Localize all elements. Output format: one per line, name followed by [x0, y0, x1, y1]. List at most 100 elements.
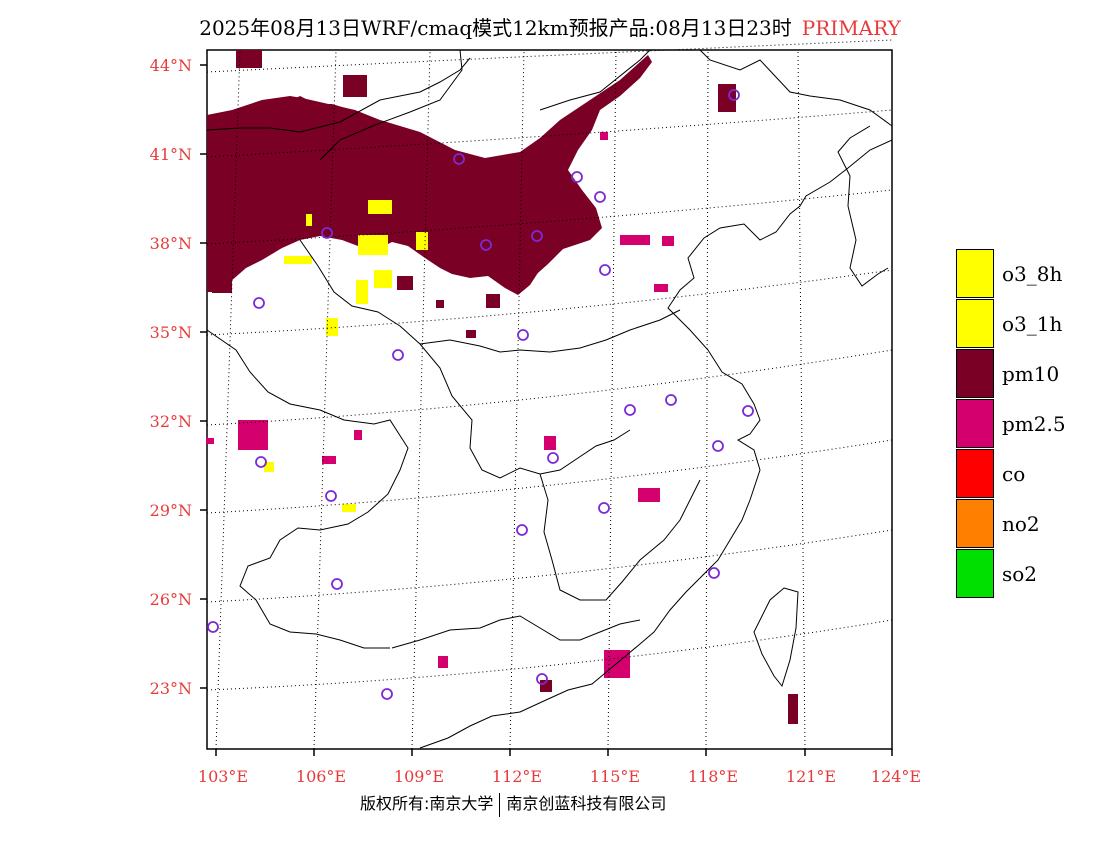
o3-patch-9 [342, 504, 356, 512]
station-marker [453, 153, 465, 165]
station-marker [728, 89, 740, 101]
pm25-patch-8 [438, 656, 448, 668]
lon-label-121: 121°E [786, 767, 836, 786]
footer-separator [499, 792, 501, 817]
station-marker [598, 502, 610, 514]
station-marker [392, 349, 404, 361]
lat-label-35: 35°N [150, 323, 192, 342]
station-marker [517, 329, 529, 341]
station-marker [571, 171, 583, 183]
pm10-blob-sx [397, 276, 413, 290]
copyright-owner: 版权所有:南京大学 [360, 794, 494, 813]
o3-patch-5 [374, 270, 392, 288]
pm25-patch-6 [238, 420, 268, 450]
o3-patch-6 [326, 318, 338, 336]
station-marker [516, 524, 528, 536]
station-marker [665, 394, 677, 406]
o3-patch-3 [416, 232, 428, 250]
lon-label-109: 109°E [394, 767, 444, 786]
graticule [206, 39, 893, 750]
province-lines-1 [299, 239, 631, 479]
province-lines-5 [391, 615, 641, 649]
lon-label-115: 115°E [590, 767, 640, 786]
legend-label: co [1002, 462, 1026, 486]
legend-swatch [956, 399, 994, 448]
o3-patch-1 [368, 200, 392, 214]
legend-label: pm10 [1002, 362, 1060, 386]
lat-label-29: 29°N [150, 501, 192, 520]
gridline-lon-112 [509, 49, 525, 750]
legend-label: pm2.5 [1002, 412, 1066, 436]
station-marker [321, 227, 333, 239]
pm25-patch-12 [354, 430, 362, 440]
pm25-patch-10 [206, 438, 214, 444]
pm10-blob-inner [486, 294, 500, 308]
o3-patch-4 [356, 280, 368, 304]
title-text: 2025年08月13日WRF/cmaq模式12km预报产品:08月13日23时 [199, 16, 792, 40]
pm10-blob-taiwan-s [788, 694, 798, 724]
province-lines-4 [419, 309, 681, 353]
station-marker [624, 404, 636, 416]
legend-swatch [956, 549, 994, 598]
station-marker [531, 230, 543, 242]
longitude-labels: 103°E 106°E 109°E 112°E 115°E 118°E 121°… [198, 767, 921, 786]
o3-patch-7 [306, 214, 312, 226]
taiwan-outline [753, 587, 799, 688]
province-lines-3 [539, 473, 701, 601]
legend-swatch [956, 349, 994, 398]
station-marker [480, 239, 492, 251]
lat-label-41: 41°N [150, 145, 192, 164]
legend-label: so2 [1002, 562, 1038, 586]
pm25-patch-1 [620, 235, 650, 245]
lat-label-32: 32°N [150, 412, 192, 431]
gridline-lon-121 [797, 49, 806, 750]
station-marker [708, 567, 720, 579]
latitude-labels: 44°N 41°N 38°N 35°N 32°N 29°N 26°N 23°N [150, 56, 192, 698]
boundary-lines [206, 49, 893, 749]
station-marker [253, 297, 265, 309]
station-marker [712, 440, 724, 452]
pm10-blob-hn [436, 300, 444, 308]
lon-label-124: 124°E [871, 767, 921, 786]
national-border-north [206, 49, 893, 161]
gridline-lon-115 [607, 49, 617, 750]
gridline-lon-106 [313, 49, 337, 750]
lat-label-26: 26°N [150, 590, 192, 609]
pm10-region-hebei [430, 150, 590, 280]
gridline-lat-44 [206, 39, 893, 73]
pm10-blob-gs [212, 275, 232, 293]
pm25-patch-5 [604, 650, 630, 678]
lon-label-112: 112°E [492, 767, 542, 786]
pm10-blob-gd [540, 680, 552, 692]
legend-swatch [956, 449, 994, 498]
legend-label: o3_8h [1002, 262, 1063, 286]
pm25-patch-9 [322, 456, 336, 464]
pm25-patch-3 [654, 284, 668, 292]
map-title: 2025年08月13日WRF/cmaq模式12km预报产品:08月13日23时 P… [0, 12, 1100, 41]
o3-patch-10 [264, 462, 274, 472]
legend-swatch [956, 249, 994, 298]
lon-label-118: 118°E [688, 767, 738, 786]
gridline-lon-109 [411, 49, 431, 750]
lat-label-38: 38°N [150, 234, 192, 253]
gridline-lon-103 [215, 49, 241, 750]
legend-swatch [956, 299, 994, 348]
copyright-company: 南京创蓝科技有限公司 [506, 794, 667, 813]
pm25-patch-4 [638, 488, 660, 502]
station-marker [325, 490, 337, 502]
pm10-blob-top [236, 50, 262, 68]
station-marker [331, 578, 343, 590]
province-lines-2 [206, 329, 409, 649]
station-marker [255, 456, 267, 468]
station-marker [594, 191, 606, 203]
pm10-blob-top2 [343, 75, 367, 97]
lat-label-44: 44°N [150, 56, 192, 75]
pm25-patch-2 [662, 236, 674, 246]
lat-label-23: 23°N [150, 679, 192, 698]
pm10-blob-hn2 [466, 330, 476, 338]
copyright-footer: 版权所有:南京大学 南京创蓝科技有限公司 [360, 790, 666, 817]
pm25-regions [206, 132, 674, 678]
pm10-blob-ln [718, 84, 736, 112]
axis-ticks [200, 64, 893, 756]
